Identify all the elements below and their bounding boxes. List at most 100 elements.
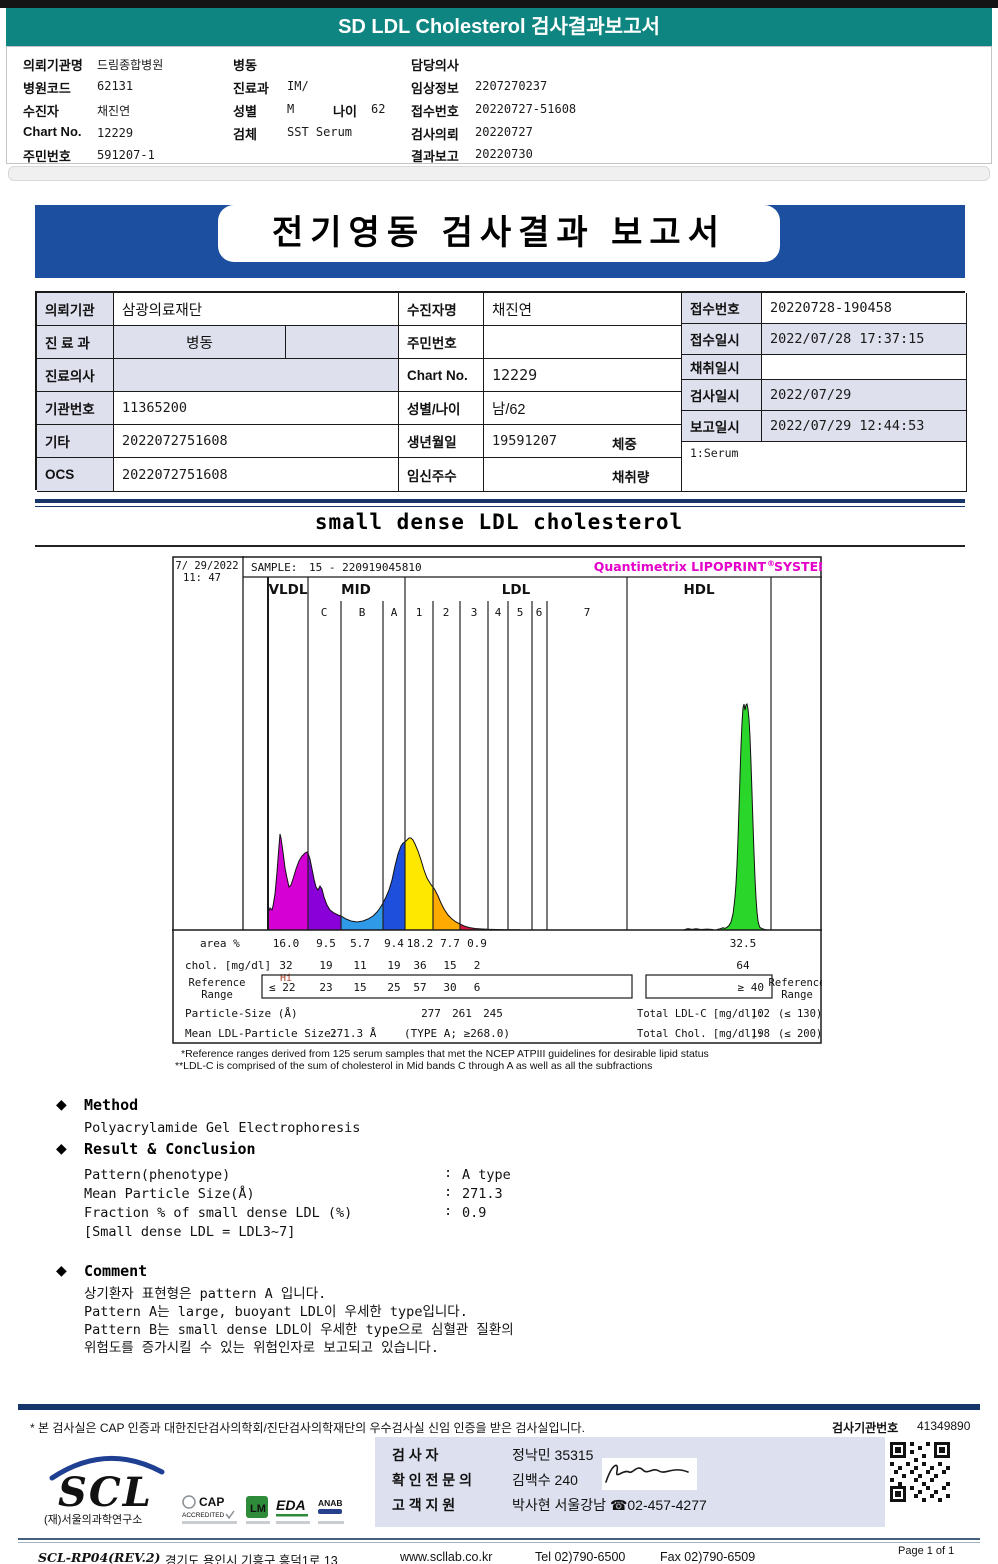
field-label: Chart No. <box>23 124 82 139</box>
field-value: 채진연 <box>97 104 131 118</box>
banner-blue-bottom <box>35 262 965 278</box>
cell-label: 의뢰기관 <box>37 293 114 326</box>
lm-icon <box>246 1496 268 1518</box>
field-value: 드림종합병원 <box>97 58 164 72</box>
field-label: 접수번호 <box>411 104 459 119</box>
rule-thick <box>35 499 965 503</box>
cell-label: 기타 <box>37 425 114 458</box>
region-label-vldl: VLDL <box>269 582 308 598</box>
area-value: 0.9 <box>467 937 487 950</box>
colon: : <box>444 1203 453 1219</box>
cert-logos: CAP ACCREDITED LM EDA ANAB <box>182 1495 344 1524</box>
colon: : <box>444 1184 453 1200</box>
chol-value: 19 <box>319 959 332 972</box>
cell-label: Chart No. <box>399 359 484 392</box>
top-black-strip <box>0 0 998 8</box>
method-body: Polyacrylamide Gel Electrophoresis <box>84 1120 361 1136</box>
ref-range-label-right: Range <box>781 989 813 1001</box>
cap-label: CAP <box>199 1495 224 1509</box>
bottom-rule-thin <box>18 1542 980 1543</box>
lab-number-label: 검사기관번호 <box>832 1421 899 1435</box>
patient-table: 의뢰기관 삼광의료재단 진 료 과 병동 진료의사 기관번호 11365200 … <box>35 291 967 492</box>
field-value: 12229 <box>97 126 134 140</box>
cell-label: 수진자명 <box>399 293 484 326</box>
area-value: 5.7 <box>350 937 370 950</box>
eda-logo: EDA <box>276 1497 306 1513</box>
field-label: 임상정보 <box>411 81 459 96</box>
band-label: 7 <box>584 606 591 619</box>
chart-footnote-1: *Reference ranges derived from 125 serum… <box>181 1048 709 1060</box>
cell-value: 삼광의료재단 <box>114 293 399 326</box>
page-number: Page 1 of 1 <box>898 1545 955 1557</box>
reviewer-value: 김백수 240 <box>512 1472 578 1488</box>
cell-label: 접수일시 <box>682 324 762 355</box>
total-chol-ref: (≤ 200) <box>778 1028 822 1040</box>
hdl-peak-fill <box>717 704 768 930</box>
ref-range-label: Range <box>201 989 233 1001</box>
cell-value: 12229 <box>484 359 682 392</box>
band-label: C <box>321 606 328 619</box>
colon: : <box>444 1165 453 1181</box>
field-label: 병동 <box>233 58 257 73</box>
lipoprint-chart: 7/ 29/2022 11: 47 SAMPLE: 15 - 220919045… <box>172 556 822 1044</box>
area-value: 18.2 <box>407 937 434 950</box>
cell-label: 보고일시 <box>682 411 762 442</box>
method-header: Method <box>84 1096 139 1114</box>
ldl3-fill <box>460 924 488 930</box>
banner-white-box <box>218 205 780 262</box>
field-value: IM/ <box>287 79 309 93</box>
bottom-rule <box>18 1538 980 1540</box>
area-value: 32.5 <box>730 937 757 950</box>
comment-line: Pattern A는 large, buoyant LDL이 우세한 type입… <box>84 1304 468 1320</box>
vldl-peak-fill <box>268 834 308 930</box>
chol-row-label: chol. [mg/dl] <box>185 959 271 972</box>
sample-id: 15 - 220919045810 <box>309 561 422 574</box>
cell-label: 임신주수 <box>399 458 484 492</box>
lab-number-value: 41349890 <box>917 1419 971 1433</box>
result-row-label: Mean Particle Size(Å) <box>84 1186 255 1202</box>
cell-value: 20220728-190458 <box>762 293 967 324</box>
scl-logo-text: SCL <box>58 1469 153 1516</box>
comment-header: Comment <box>84 1262 148 1280</box>
anab-smallprint <box>318 1521 344 1524</box>
band-label: 6 <box>536 606 543 619</box>
band-label: 4 <box>495 606 502 619</box>
comment-line: Pattern B는 small dense LDL이 우세한 type으로 심… <box>84 1322 514 1338</box>
brand-name: Quantimetrix LIPOPRINT <box>594 559 767 574</box>
cell-value: 병동 <box>114 326 286 359</box>
field-label: 진료과 <box>233 81 269 96</box>
lm-smallprint <box>246 1521 270 1524</box>
field-label: 검사의뢰 <box>411 127 459 142</box>
rule-thin <box>35 506 965 507</box>
report-title-banner: SD LDL Cholesterol 검사결과보고서 <box>6 8 992 46</box>
cell-value: 11365200 <box>114 392 399 425</box>
ref-value: 57 <box>413 981 426 994</box>
lab-address: 경기도 용인시 기흥구 흥덕1로 13 <box>165 1554 338 1564</box>
cell-label: 진 료 과 <box>37 326 114 359</box>
result-row-label: Pattern(phenotype) <box>84 1167 231 1183</box>
band-label: A <box>391 606 398 619</box>
ref-value-hdl: ≥ 40 <box>738 981 765 994</box>
total-chol-value: 198 <box>751 1028 770 1040</box>
field-label: 담당의사 <box>411 58 459 73</box>
baseline-bumps <box>683 928 714 931</box>
field-label: 나이 <box>333 104 357 119</box>
eda-underline <box>276 1514 308 1517</box>
result-row-value: 0.9 <box>462 1205 487 1221</box>
mean-particle-label: Mean LDL-Particle Size: <box>185 1027 337 1040</box>
chol-value: 11 <box>353 959 366 972</box>
registered-mark-icon: ® <box>767 559 775 568</box>
reviewer-label: 확 인 전 문 의 <box>392 1472 472 1488</box>
eda-smallprint <box>276 1521 310 1524</box>
result-note: [Small dense LDL = LDL3~7] <box>84 1224 296 1240</box>
anab-logo: ANAB <box>318 1498 343 1508</box>
weight-label: 체중 <box>612 437 637 452</box>
field-value: 2207270237 <box>475 79 548 93</box>
ref-value: ≤ 22 <box>269 981 296 994</box>
field-label: 수진자 <box>23 104 59 119</box>
cell-value <box>484 326 682 359</box>
phenotype-note: (TYPE A; ≥268.0) <box>404 1027 510 1040</box>
cell-value: 남/62 <box>484 392 682 425</box>
cap-check-icon <box>225 1510 235 1520</box>
comment-line: 상기환자 표현형은 pattern A 입니다. <box>84 1286 327 1302</box>
